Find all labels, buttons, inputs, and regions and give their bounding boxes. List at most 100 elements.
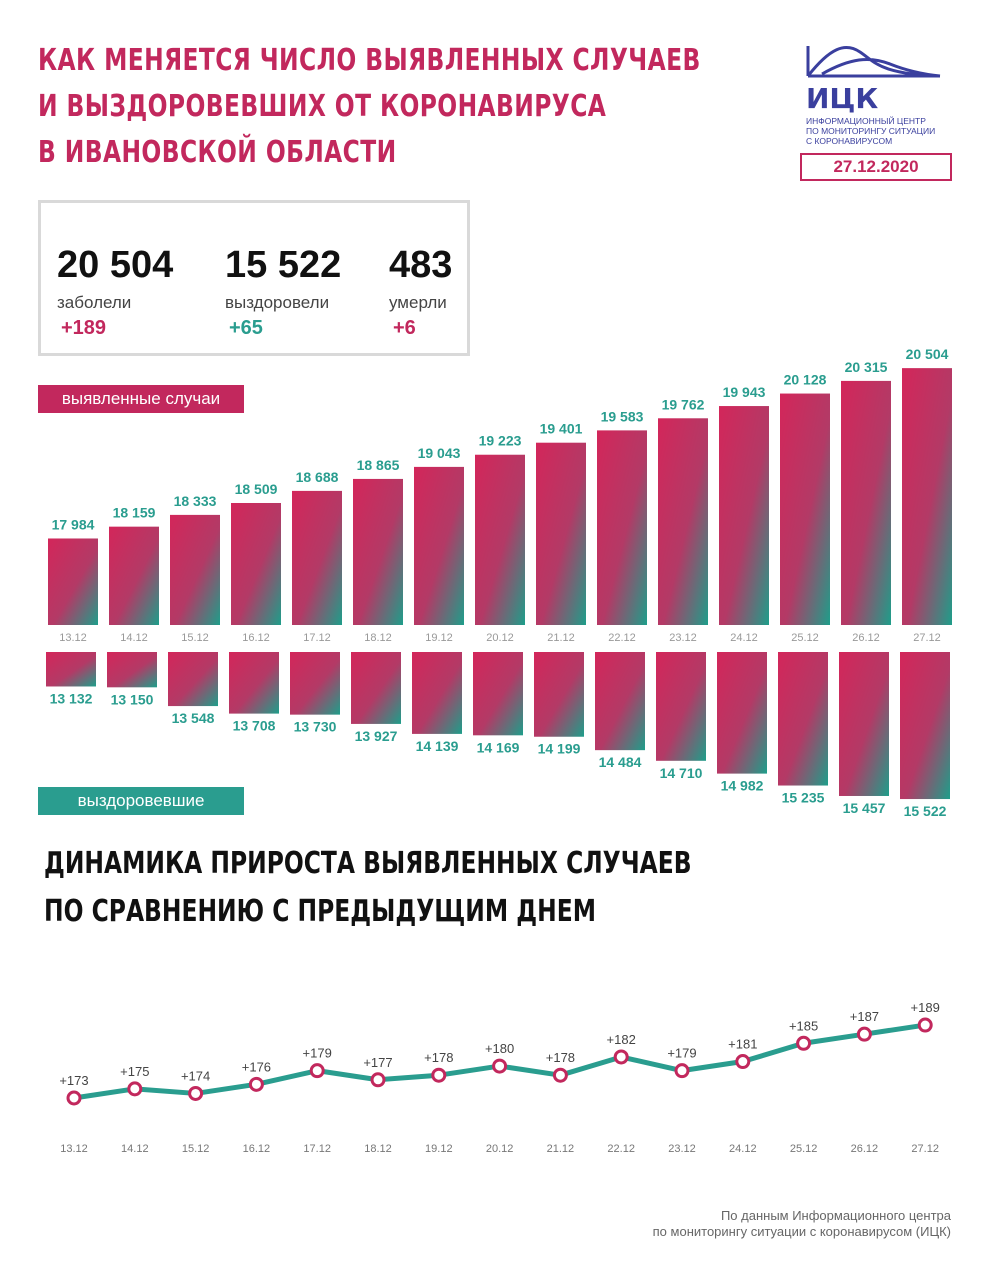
recovered-value-label: 15 235: [782, 790, 825, 806]
cases-bar: [780, 393, 830, 625]
growth-value-label: +179: [667, 1046, 696, 1061]
cases-value-label: 18 509: [235, 481, 278, 497]
cases-bar: [109, 526, 159, 625]
date-tick-label: 26.12: [852, 632, 880, 644]
growth-value-label: +179: [303, 1046, 332, 1061]
stat-recovered-delta: +65: [229, 317, 263, 339]
cases-bar: [292, 490, 342, 625]
recovered-value-label: 14 169: [477, 739, 520, 755]
growth-value-label: +178: [424, 1050, 453, 1065]
growth-date-label: 21.12: [547, 1143, 575, 1155]
cases-bar: [475, 454, 525, 625]
cases-value-label: 18 865: [357, 457, 400, 473]
date-badge: 27.12.2020: [800, 153, 952, 181]
recovered-bar: [900, 652, 950, 800]
date-tick-label: 18.12: [364, 632, 392, 644]
cases-value-label: 18 159: [113, 505, 156, 521]
growth-date-label: 22.12: [607, 1143, 635, 1155]
growth-date-label: 18.12: [364, 1143, 392, 1155]
growth-point: [431, 1067, 447, 1083]
cases-value-label: 19 401: [540, 421, 583, 437]
logo-subtitle: ИНФОРМАЦИОННЫЙ ЦЕНТР ПО МОНИТОРИНГУ СИТУ…: [806, 116, 956, 146]
growth-date-label: 26.12: [851, 1143, 879, 1155]
legend-cases: выявленные случаи: [38, 385, 244, 413]
recovered-value-label: 13 708: [233, 718, 276, 734]
growth-point: [248, 1076, 264, 1092]
growth-value-label: +180: [485, 1041, 514, 1056]
recovered-value-label: 14 982: [721, 778, 764, 794]
date-tick-label: 27.12: [913, 632, 941, 644]
cases-value-label: 20 128: [784, 372, 827, 388]
growth-value-label: +176: [242, 1059, 271, 1074]
date-tick-label: 25.12: [791, 632, 819, 644]
stat-recovered-number: 15 522: [225, 244, 342, 286]
growth-value-label: +187: [850, 1009, 879, 1024]
growth-value-label: +174: [181, 1068, 210, 1083]
cases-value-label: 19 043: [418, 445, 461, 461]
growth-point: [309, 1063, 325, 1079]
growth-point: [674, 1063, 690, 1079]
cases-bar: [597, 430, 647, 625]
cases-value-label: 20 315: [845, 359, 888, 375]
recovered-value-label: 14 710: [660, 765, 703, 781]
growth-date-label: 23.12: [668, 1143, 696, 1155]
cases-bar: [841, 380, 891, 625]
recovered-value-label: 13 548: [172, 710, 215, 726]
growth-point: [370, 1072, 386, 1088]
recovered-value-label: 14 139: [416, 738, 459, 754]
legend-recovered: выздоровевшие: [38, 787, 244, 815]
cases-bar: [536, 442, 586, 625]
recovered-value-label: 15 457: [843, 800, 886, 816]
date-tick-label: 24.12: [730, 632, 758, 644]
cases-bar: [902, 368, 952, 625]
growth-point: [127, 1081, 143, 1097]
date-tick-label: 17.12: [303, 632, 331, 644]
recovered-value-label: 13 730: [294, 719, 337, 735]
cases-value-label: 19 943: [723, 384, 766, 400]
growth-point: [917, 1017, 933, 1033]
cases-value-label: 19 583: [601, 408, 644, 424]
growth-value-label: +173: [59, 1073, 88, 1088]
recovered-bar: [473, 652, 523, 736]
logo-sub-line-3: С КОРОНАВИРУСОМ: [806, 136, 893, 146]
date-tick-label: 21.12: [547, 632, 575, 644]
growth-value-label: +182: [607, 1032, 636, 1047]
stat-deaths-number: 483: [389, 244, 453, 286]
logo-sub-line-2: ПО МОНИТОРИНГУ СИТУАЦИИ: [806, 126, 936, 136]
cases-value-label: 20 504: [906, 346, 949, 362]
recovered-bar: [46, 652, 96, 687]
growth-date-label: 15.12: [182, 1143, 210, 1155]
growth-date-label: 20.12: [486, 1143, 514, 1155]
logo-wave-icon: [806, 46, 941, 78]
growth-point: [796, 1035, 812, 1051]
cases-bar: [170, 514, 220, 625]
stat-infected-label: заболели: [57, 293, 132, 312]
date-tick-label: 19.12: [425, 632, 453, 644]
recovered-value-label: 14 199: [538, 741, 581, 757]
title-line-2: И ВЫЗДОРОВЕВШИХ ОТ КОРОНАВИРУСА: [38, 89, 607, 124]
cases-bar: [658, 418, 708, 625]
cases-value-label: 18 688: [296, 469, 339, 485]
logo-text: ИЦК: [806, 82, 878, 115]
cases-bar: [719, 406, 769, 625]
date-tick-label: 23.12: [669, 632, 697, 644]
recovered-bar: [656, 652, 706, 761]
growth-point: [856, 1026, 872, 1042]
bar-chart: 17 984 13.12 18 159 14.12 18 333 15.12 18 509 1…: [46, 346, 952, 819]
growth-date-label: 25.12: [790, 1143, 818, 1155]
cases-value-label: 19 223: [479, 433, 522, 449]
date-tick-label: 14.12: [120, 632, 148, 644]
recovered-bar: [595, 652, 645, 751]
cases-bar: [48, 538, 98, 625]
growth-point: [188, 1085, 204, 1101]
recovered-bar: [168, 652, 218, 707]
section-title-line-1: ДИНАМИКА ПРИРОСТА ВЫЯВЛЕННЫХ СЛУЧАЕВ: [44, 846, 692, 881]
stat-deaths: 483 умерли +6: [389, 243, 452, 340]
cases-bar: [231, 502, 281, 625]
growth-point: [552, 1067, 568, 1083]
growth-value-label: +175: [120, 1064, 149, 1079]
growth-date-label: 17.12: [303, 1143, 331, 1155]
recovered-value-label: 13 150: [111, 691, 154, 707]
growth-value-label: +177: [363, 1055, 392, 1070]
date-tick-label: 15.12: [181, 632, 209, 644]
